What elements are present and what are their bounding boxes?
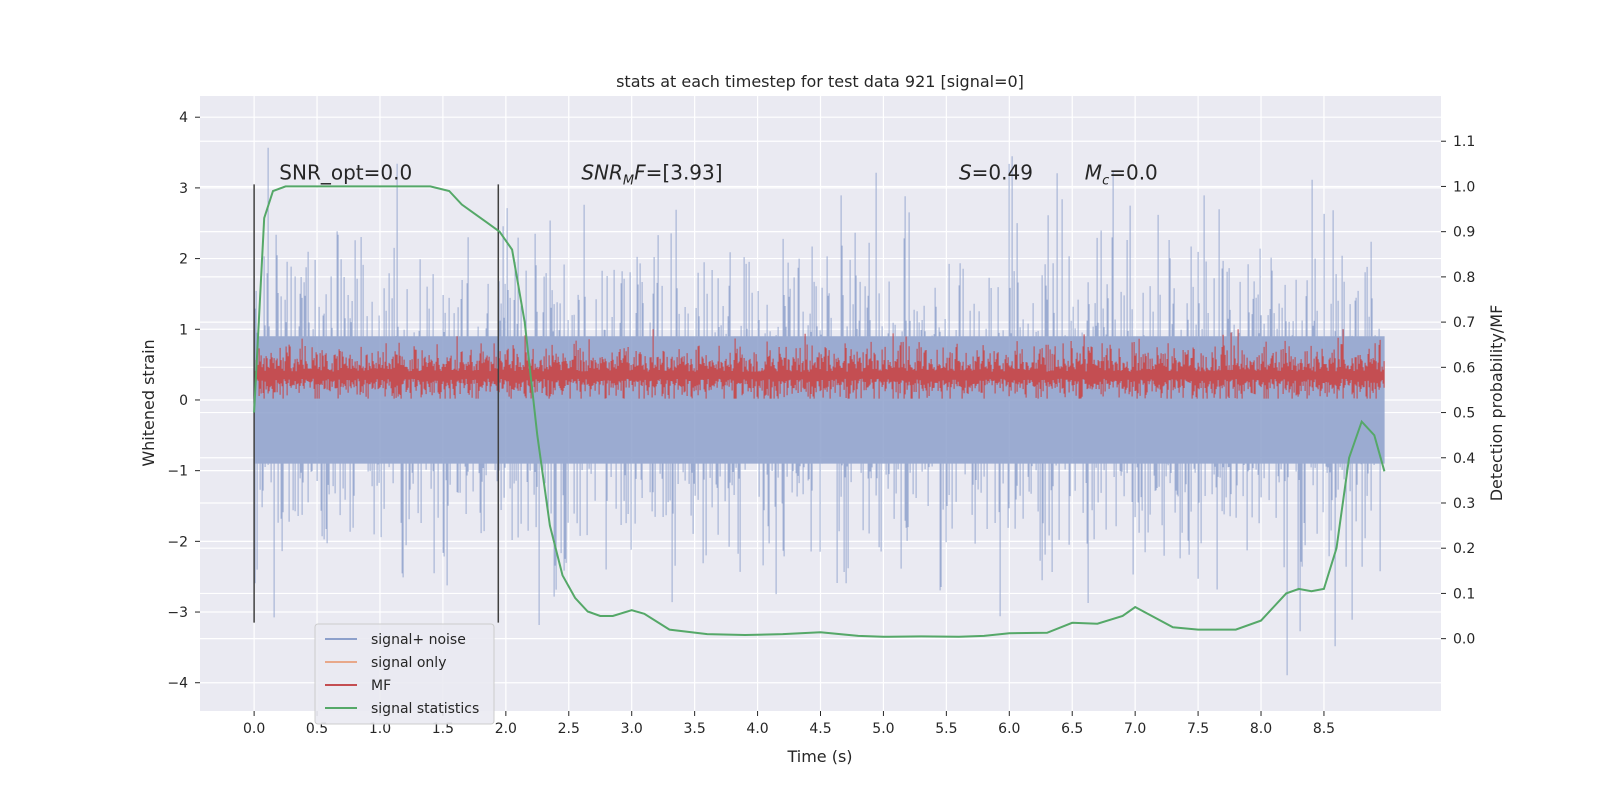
x-axis-label: Time (s)	[786, 747, 852, 766]
x-tick-label-10: 5.0	[872, 721, 894, 737]
y2-tick-label-2: 0.2	[1453, 541, 1475, 557]
y2-axis-label: Detection probability/MF	[1487, 305, 1506, 502]
y2-tick-label-6: 0.6	[1453, 360, 1475, 376]
x-tick-label-1: 0.5	[306, 721, 328, 737]
annotations: SNR_opt=0.0 SNRMF=[3.93] S=0.49 Mc=0.0	[279, 160, 1158, 188]
legend-label-signal-only: signal only	[371, 655, 446, 671]
y-tick-label-7: 3	[179, 181, 188, 197]
legend-label-mf: MF	[371, 678, 391, 694]
annotation-snr-mf-tail: F	[634, 160, 646, 184]
y-tick-label-5: 1	[179, 322, 188, 338]
x-tick-label-12: 6.0	[998, 721, 1020, 737]
x-tick-label-9: 4.5	[809, 721, 831, 737]
x-tick-label-15: 7.5	[1187, 721, 1209, 737]
legend: signal+ noise signal only MF signal stat…	[314, 623, 495, 725]
y2-axis-ticks: 0.0 0.1 0.2 0.3 0.4 0.5 0.6 0.7 0.8 0.9 1.0 1.1	[1441, 134, 1475, 648]
annotation-mc: Mc=0.0	[1085, 160, 1158, 188]
y2-tick-label-7: 0.7	[1453, 315, 1475, 331]
signal-statistics-line	[253, 185, 1386, 638]
annotation-snr-mf-main: SNR	[581, 160, 623, 184]
x-tick-label-4: 2.0	[495, 721, 517, 737]
x-tick-label-3: 1.5	[432, 721, 454, 737]
y2-tick-label-5: 0.5	[1453, 406, 1475, 422]
x-tick-label-16: 8.0	[1250, 721, 1272, 737]
y2-tick-label-10: 1.0	[1453, 179, 1475, 195]
annotation-mc-value: =0.0	[1109, 160, 1158, 184]
chart-title: stats at each timestep for test data 921…	[616, 72, 1024, 91]
y-axis-ticks: −4 −3 −2 −1 0 1 2 3 4	[167, 110, 200, 692]
annotation-snr-mf: SNRMF=[3.93]	[581, 160, 722, 188]
x-tick-label-14: 7.0	[1124, 721, 1146, 737]
y-tick-label-2: −2	[167, 534, 188, 550]
legend-label-signal-statistics: signal statistics	[371, 701, 479, 717]
y2-tick-label-9: 0.9	[1453, 225, 1475, 241]
annotation-snr-mf-sub: M	[623, 173, 634, 188]
y2-tick-label-4: 0.4	[1453, 451, 1475, 467]
annotation-mc-main: M	[1085, 160, 1102, 184]
x-tick-label-2: 1.0	[369, 721, 391, 737]
annotation-s-main: S	[959, 160, 972, 184]
y-tick-label-4: 0	[179, 393, 188, 409]
x-tick-label-13: 6.5	[1061, 721, 1083, 737]
x-tick-label-8: 4.0	[746, 721, 768, 737]
y2-tick-label-8: 0.8	[1453, 270, 1475, 286]
annotation-snr-mf-value: =[3.93]	[646, 160, 723, 184]
y-tick-label-6: 2	[179, 252, 188, 268]
legend-box	[314, 623, 495, 725]
x-tick-label-0: 0.0	[243, 721, 265, 737]
annotation-snr-opt: SNR_opt=0.0	[279, 160, 412, 184]
legend-label-signal-noise: signal+ noise	[371, 632, 466, 648]
y-tick-label-0: −4	[167, 676, 188, 692]
y-tick-label-8: 4	[179, 110, 188, 126]
x-tick-label-7: 3.5	[684, 721, 706, 737]
y2-tick-label-3: 0.3	[1453, 496, 1475, 512]
y-tick-label-3: −1	[167, 464, 188, 480]
x-tick-label-6: 3.0	[621, 721, 643, 737]
x-tick-label-11: 5.5	[935, 721, 957, 737]
y-axis-label: Whitened strain	[139, 339, 158, 466]
y-tick-label-1: −3	[167, 605, 188, 621]
x-tick-label-5: 2.5	[558, 721, 580, 737]
x-axis-ticks: 0.0 0.5 1.0 1.5 2.0 2.5 3.0 3.5 4.0 4.5 5.0 5.5 6.0 6…	[243, 711, 1335, 737]
y2-tick-label-11: 1.1	[1453, 134, 1475, 150]
x-tick-label-17: 8.5	[1313, 721, 1335, 737]
y2-tick-label-1: 0.1	[1453, 586, 1475, 602]
annotation-s: S=0.49	[959, 160, 1033, 184]
annotation-mc-sub: c	[1102, 173, 1109, 188]
y2-tick-label-0: 0.0	[1453, 632, 1475, 648]
annotation-s-value: =0.49	[972, 160, 1033, 184]
